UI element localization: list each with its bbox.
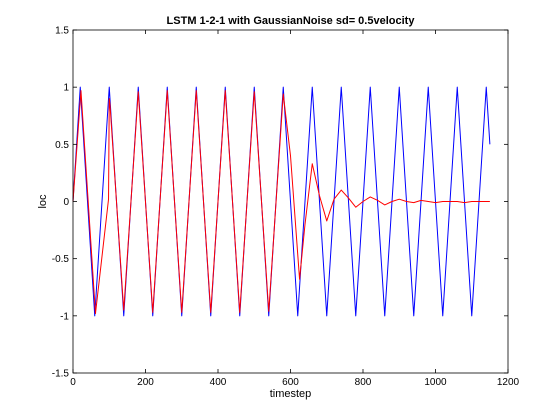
y-tick-label: -1 [60, 311, 69, 322]
series-line-target [72, 86, 491, 317]
x-tick-label: 600 [282, 377, 299, 388]
y-tick-label: 1 [63, 83, 69, 94]
y-tick-label: -1.5 [52, 369, 70, 380]
x-tick-label: 1200 [497, 377, 520, 388]
y-tick-label: 0 [63, 197, 69, 208]
x-axis: 0 200 400 600 800 1000 1200 [70, 30, 520, 388]
x-tick-label: 400 [210, 377, 227, 388]
x-tick-label: 800 [355, 377, 372, 388]
chart-title: LSTM 1-2-1 with GaussianNoise sd= 0.5vel… [167, 15, 416, 27]
y-axis-label: loc [37, 194, 49, 209]
x-tick-label: 1000 [424, 377, 447, 388]
y-tick-label: 1.5 [55, 26, 69, 37]
x-axis-label: timestep [270, 388, 312, 400]
series-line-prediction [72, 90, 490, 315]
y-axis: -1.5 -1 -0.5 0 0.5 1 1.5 [52, 26, 508, 380]
series-layer [72, 86, 491, 317]
x-tick-label: 0 [70, 377, 76, 388]
y-tick-label: -0.5 [52, 254, 70, 265]
x-tick-label: 200 [137, 377, 154, 388]
y-tick-label: 0.5 [55, 140, 69, 151]
